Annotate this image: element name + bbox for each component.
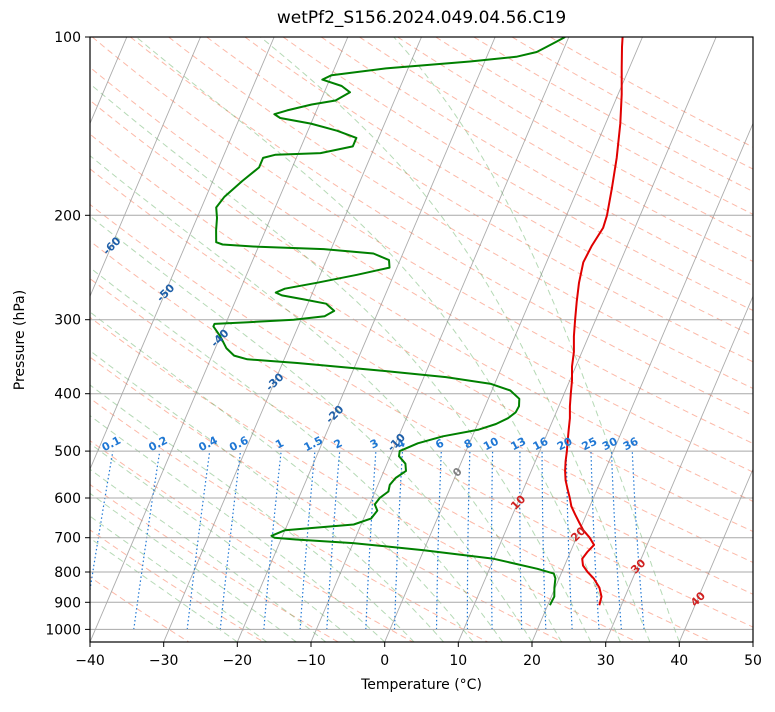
y-tick-label: 1000: [45, 622, 81, 638]
moist-adiabat: [0, 37, 414, 642]
isotherm-label: 0: [450, 465, 465, 480]
dry-adiabat: [474, 37, 775, 642]
dry-adiabat: [0, 37, 189, 642]
dry-adiabat: [0, 37, 562, 642]
isotherm-line: [753, 37, 775, 642]
mixing-ratio-label: 10: [481, 435, 501, 454]
y-tick-label: 500: [54, 444, 81, 460]
isotherm-label: 30: [628, 556, 648, 576]
isotherm-line: [16, 37, 274, 642]
dry-adiabat: [0, 37, 413, 642]
isotherm-line: [237, 37, 495, 642]
isotherm-label: -30: [263, 370, 286, 393]
x-tick-label: −30: [149, 653, 179, 669]
x-tick-label: −40: [75, 653, 105, 669]
moist-adiabat: [0, 37, 237, 642]
dry-adiabat: [0, 37, 712, 642]
x-tick-label: −20: [223, 653, 253, 669]
isotherm-label: -50: [154, 281, 177, 304]
moist-adiabat: [0, 37, 532, 642]
y-tick-label: 200: [54, 208, 81, 224]
isotherm-label: -20: [323, 403, 346, 426]
mixing-ratio-label: 36: [621, 435, 641, 454]
moist-adiabat: [0, 37, 562, 642]
x-tick-label: 40: [670, 653, 688, 669]
y-tick-label: 600: [54, 491, 81, 507]
isotherm-line: [385, 37, 643, 642]
mixing-ratio-label: 30: [600, 435, 620, 454]
moist-adiabat: [0, 37, 296, 642]
isotherm-line: [679, 37, 775, 642]
x-tick-label: −10: [296, 653, 326, 669]
y-axis: 100 200 300 400 500 600 700 800 900 1000: [45, 30, 90, 638]
chart-title: wetPf2_S156.2024.049.04.56.C19: [90, 8, 753, 28]
dry-adiabat: [169, 37, 775, 642]
mixing-ratio-label: 6: [433, 436, 446, 451]
x-axis: −40 −30 −20 −10 0 10 20 30 40 50: [75, 642, 762, 669]
y-tick-label: 100: [54, 30, 81, 46]
dry-adiabat: [436, 37, 775, 642]
y-tick-label: 900: [54, 595, 81, 611]
dry-adiabat: [0, 37, 488, 642]
isotherm-label: 10: [508, 492, 528, 512]
mixing-ratio-label: 25: [580, 435, 600, 454]
y-tick-label: 800: [54, 565, 81, 581]
moist-adiabat: [0, 37, 326, 642]
isotherm-label: 20: [568, 524, 588, 544]
pressure-gridlines: [90, 37, 753, 629]
dry-adiabat: [550, 37, 775, 642]
x-tick-label: 30: [597, 653, 615, 669]
moist-adiabat: [0, 37, 355, 642]
moist-adiabat: [0, 37, 473, 642]
y-tick-label: 300: [54, 313, 81, 329]
isotherm-label: -40: [208, 326, 231, 349]
dry-adiabat: [207, 37, 775, 642]
y-axis-label: Pressure (hPa): [12, 290, 28, 390]
mixing-ratio-label: 13: [509, 435, 529, 454]
x-tick-label: 50: [744, 653, 762, 669]
dry-adiabat: [512, 37, 775, 642]
isotherm-label: 40: [688, 589, 708, 609]
dry-adiabat: [359, 37, 775, 642]
mixing-ratio-label: 1: [273, 436, 286, 451]
isotherm-label: -60: [100, 234, 123, 257]
temperature-line: [565, 37, 623, 605]
dry-adiabat: [0, 37, 338, 642]
x-axis-label: Temperature (°C): [90, 677, 753, 693]
y-tick-label: 700: [54, 531, 81, 547]
moist-adiabat: [261, 37, 650, 642]
mixing-ratio-label: 8: [462, 436, 475, 451]
x-tick-label: 20: [523, 653, 541, 669]
mixing-ratio-label: 3: [368, 436, 381, 451]
dry-adiabat: [0, 37, 637, 642]
dry-adiabat: [0, 37, 775, 642]
dewpoint-line: [213, 37, 565, 605]
background-lines: [0, 37, 775, 642]
isotherm-label: -80: [0, 142, 16, 165]
mixing-ratio-label: 20: [555, 435, 575, 454]
x-tick-label: 0: [380, 653, 389, 669]
mixing-ratio-label: 16: [531, 435, 551, 454]
x-tick-label: 10: [449, 653, 467, 669]
dry-adiabat: [283, 37, 775, 642]
y-tick-label: 400: [54, 387, 81, 403]
